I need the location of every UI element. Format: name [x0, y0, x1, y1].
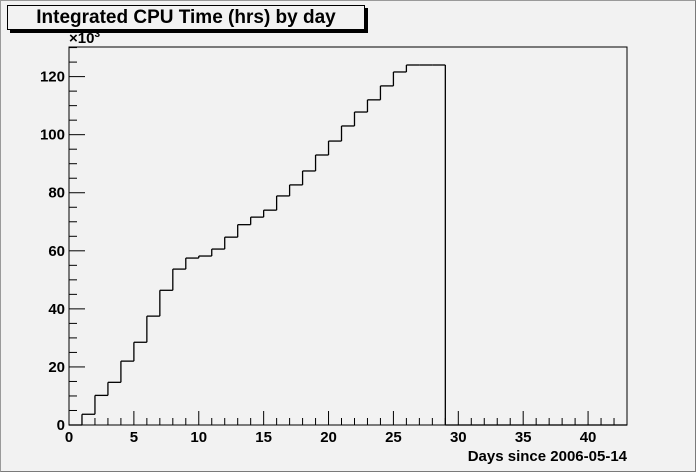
x-tick-label: 30: [450, 429, 467, 446]
x-tick-label: 15: [255, 429, 272, 446]
y-tick-label: 120: [40, 69, 65, 86]
y-tick-label: 80: [48, 185, 65, 202]
x-tick-label: 5: [130, 429, 138, 446]
x-tick-label: 25: [385, 429, 402, 446]
y-multiplier: ×103: [69, 29, 100, 47]
plot-frame: [68, 46, 628, 426]
x-tick-label: 20: [320, 429, 337, 446]
x-axis-label: Days since 2006-05-14: [468, 448, 628, 465]
y-tick-label: 40: [48, 301, 65, 318]
x-tick-label: 10: [190, 429, 207, 446]
x-tick-label: 40: [580, 429, 597, 446]
y-tick-label: 0: [57, 417, 65, 434]
x-tick-label: 35: [515, 429, 532, 446]
chart-title: Integrated CPU Time (hrs) by day: [7, 5, 365, 30]
x-tick-label: 0: [65, 429, 73, 446]
y-tick-label: 100: [40, 127, 65, 144]
y-tick-label: 60: [48, 243, 65, 260]
y-tick-label: 20: [48, 359, 65, 376]
